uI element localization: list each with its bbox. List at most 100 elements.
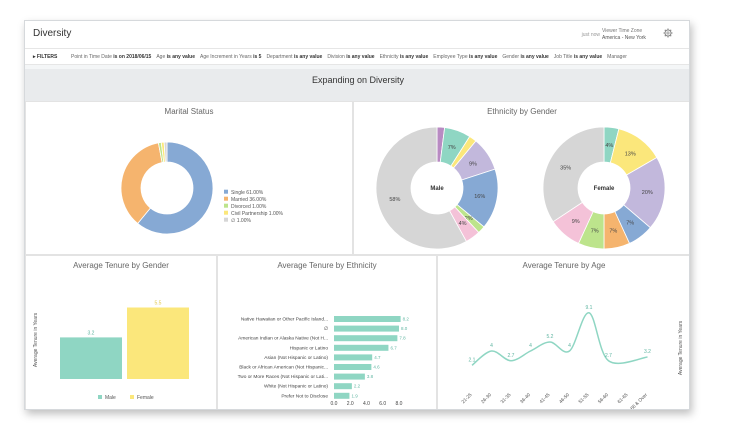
slice-label: 2%: [465, 216, 473, 222]
tenure-gender-chart: 3.2 5.5 Average Tenure in Years Male Female: [33, 301, 189, 401]
marital-status-tile: Marital Status Single 61.00% Married 36.0…: [25, 101, 353, 255]
donut-slice: [375, 126, 467, 250]
legend-item: Divorced 1.00%: [231, 204, 267, 210]
filter-bar[interactable]: ▸ FILTERS Point in Time Date is on 2018/…: [25, 49, 689, 65]
bar: [127, 307, 189, 379]
category-label: Asian (Not Hispanic or Latino): [264, 355, 328, 361]
filter-list: Point in Time Date is on 2018/06/15 Age i…: [71, 54, 632, 60]
legend-swatch: [224, 196, 228, 201]
filter-item[interactable]: Manager: [607, 54, 627, 60]
filter-item[interactable]: Age is any value: [156, 54, 195, 60]
bar: [334, 325, 399, 332]
tick-label: 21-25: [460, 392, 473, 405]
legend-swatch: [98, 395, 102, 399]
filter-item[interactable]: Point in Time Date is on 2018/06/15: [71, 54, 152, 60]
filter-item[interactable]: Ethnicity is any value: [379, 54, 429, 60]
data-label: 8.0: [401, 326, 408, 331]
tick-label: 6.0: [379, 401, 386, 407]
dashboard-header: Diversity just now Viewer Time Zone Amer…: [25, 21, 689, 49]
legend-item: Female: [137, 395, 154, 401]
tick-label: 31-35: [499, 392, 512, 405]
data-label: 4: [490, 343, 493, 349]
slice-label: 9%: [469, 162, 477, 168]
data-label: 9.1: [586, 305, 593, 311]
donut-slice: [542, 126, 605, 223]
bar: [334, 316, 401, 322]
bar: [334, 335, 398, 342]
data-label: 4.6: [373, 365, 380, 370]
refresh-status: just now: [581, 32, 600, 38]
y-axis-label: Average Tenure in Years: [678, 320, 684, 375]
donut-slice: [163, 141, 168, 163]
legend-swatch: [224, 189, 228, 194]
tick-label: 46-50: [558, 392, 571, 405]
data-label: 2.1: [469, 357, 476, 363]
series-line: [471, 312, 648, 366]
bar: [334, 392, 350, 399]
chart-title: Marital Status: [164, 107, 214, 116]
legend-item: Male: [105, 395, 116, 401]
data-label: 3.8: [367, 374, 374, 379]
timezone-value[interactable]: America - New York: [602, 35, 646, 41]
data-label: 3.2: [88, 330, 95, 336]
legend-item: Civil Partnership 1.00%: [231, 211, 284, 217]
slice-label: 58%: [389, 197, 400, 203]
filter-item[interactable]: Employee Type is any value: [433, 54, 498, 60]
bar: [334, 354, 373, 361]
caret-right-icon: ▸: [33, 54, 37, 60]
slice-label: 13%: [625, 151, 636, 157]
gear-icon[interactable]: [663, 28, 673, 38]
filter-item[interactable]: Age Increment in Years is 5: [200, 54, 262, 60]
tick-label: 51-55: [577, 392, 590, 405]
data-label: 4: [568, 343, 571, 349]
category-label: Native Hawaiian or Other Pacific Island.…: [241, 317, 328, 323]
donut-center-label: Male: [430, 186, 444, 192]
bar: [334, 383, 352, 390]
data-label: 2.7: [508, 353, 515, 359]
tick-label: 61-65: [616, 392, 629, 405]
chart-title: Ethnicity by Gender: [487, 107, 557, 116]
timezone-label: Viewer Time Zone: [602, 28, 643, 34]
y-axis-label: Average Tenure in Years: [33, 312, 39, 367]
legend-swatch: [224, 203, 228, 208]
data-label: 2.7: [605, 353, 612, 359]
ethnicity-gender-tile: Ethnicity by Gender 7% 9% 16% 2% 4% 58% Male 4%…: [353, 101, 689, 255]
slice-label: 20%: [642, 190, 653, 196]
donut-center-label: Female: [594, 186, 615, 192]
dashboard-frame: Diversity just now Viewer Time Zone Amer…: [24, 20, 690, 410]
section-header: Expanding on Diversity: [25, 69, 689, 101]
tick-label: 56-60: [597, 392, 610, 405]
filter-item[interactable]: Division is any value: [327, 54, 375, 60]
data-label: 7.8: [399, 336, 406, 341]
legend-swatch: [224, 210, 228, 215]
bar: [334, 364, 372, 370]
tick-label: 41-45: [538, 392, 551, 405]
slice-label: 7%: [448, 145, 456, 151]
data-label: 4: [529, 343, 532, 349]
filter-item[interactable]: Department is any value: [266, 54, 323, 60]
chart-title: Average Tenure by Gender: [73, 261, 169, 270]
tenure-age-tile: Average Tenure by Age 2.1 4 2.7 4 5.2 4 9.1 2.7…: [437, 255, 689, 409]
legend-item: Single 61.00%: [231, 190, 264, 196]
chart-title: Average Tenure by Age: [522, 261, 606, 270]
category-label: White (Not Hispanic or Latino): [264, 384, 328, 390]
filters-toggle[interactable]: ▸ FILTERS: [33, 54, 58, 60]
legend-swatch: [130, 395, 134, 399]
chart-title: Average Tenure by Ethnicity: [277, 261, 377, 270]
donut-slice: [120, 142, 163, 225]
tenure-ethnicity-chart: Native Hawaiian or Other Pacific Island.…: [238, 316, 410, 407]
slice-label: 16%: [474, 194, 485, 200]
filter-item[interactable]: Gender is any value: [502, 54, 549, 60]
tick-label: 0.0: [331, 401, 338, 407]
tick-label: 4.0: [363, 401, 370, 407]
donut-slice: [137, 141, 214, 235]
data-label: 6.7: [390, 345, 397, 350]
tick-label: 8.0: [396, 401, 403, 407]
marital-status-chart: Single 61.00%Married 36.00%Divorced 1.00…: [120, 141, 284, 235]
tick-label: 36-40: [519, 392, 532, 405]
slice-label: 7%: [609, 228, 617, 234]
data-label: 3.2: [644, 349, 651, 355]
filter-item[interactable]: Job Title is any value: [553, 54, 603, 60]
data-label: 8.2: [403, 317, 410, 322]
legend-item: Married 36.00%: [231, 197, 267, 203]
